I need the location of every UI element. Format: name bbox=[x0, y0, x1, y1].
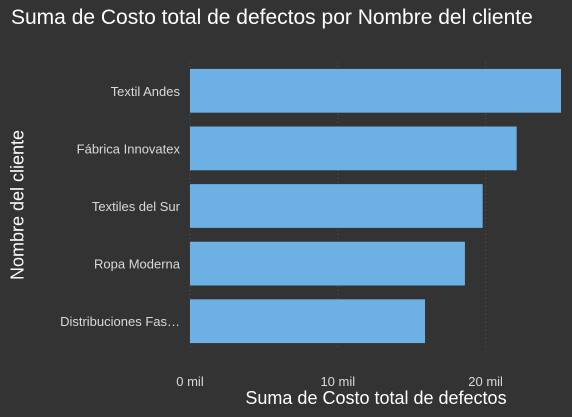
bar[interactable] bbox=[190, 184, 483, 228]
y-tick-label: Fábrica Innovatex bbox=[77, 141, 181, 156]
bar[interactable] bbox=[190, 126, 517, 171]
y-tick-label: Textiles del Sur bbox=[92, 199, 181, 214]
x-axis-title: Suma de Costo total de defectos bbox=[245, 388, 507, 408]
y-tick-label: Ropa Moderna bbox=[94, 257, 181, 272]
bar[interactable] bbox=[190, 241, 465, 286]
x-tick-label: 20 mil bbox=[468, 374, 503, 389]
x-tick-label: 0 mil bbox=[176, 374, 204, 389]
x-tick-label: 10 mil bbox=[320, 374, 355, 389]
y-tick-label: Distribuciones Fas… bbox=[60, 314, 180, 329]
y-tick-label: Textil Andes bbox=[111, 84, 181, 99]
bar[interactable] bbox=[190, 299, 426, 344]
bar[interactable] bbox=[190, 68, 561, 113]
chart-title: Suma de Costo total de defectos por Nomb… bbox=[11, 6, 533, 29]
